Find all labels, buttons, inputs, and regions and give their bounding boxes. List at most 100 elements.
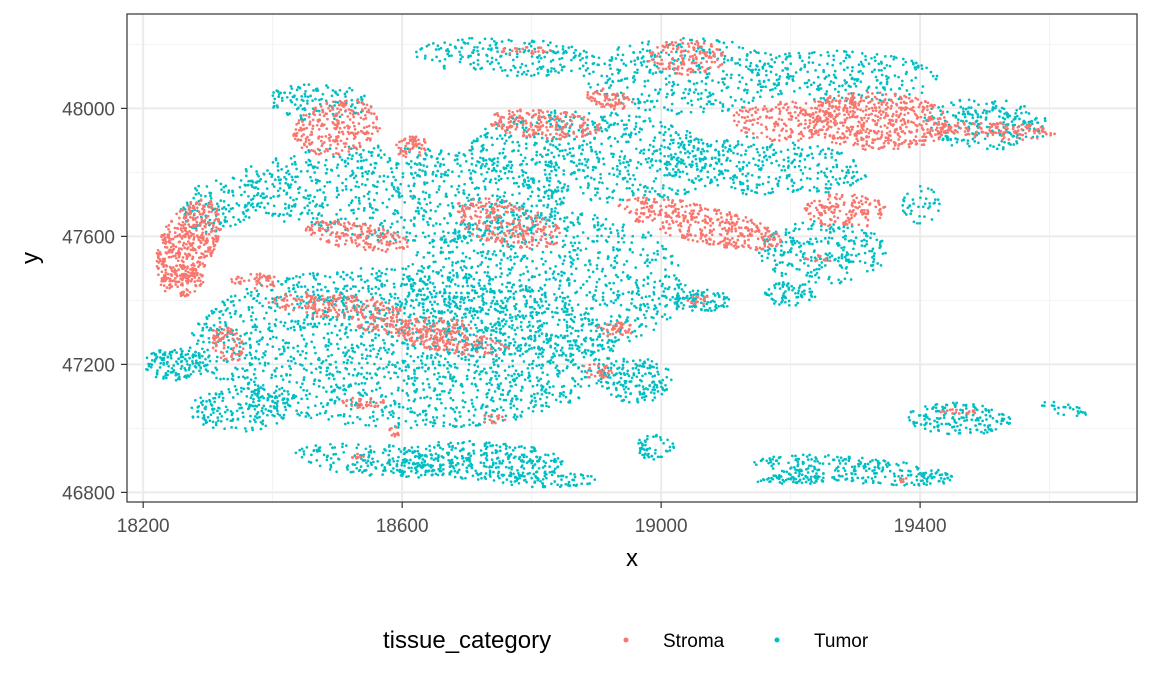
- point-tumor: [319, 371, 322, 374]
- point-tumor: [414, 420, 417, 423]
- point-tumor: [522, 316, 525, 319]
- point-tumor: [181, 350, 184, 353]
- point-tumor: [365, 348, 368, 351]
- point-tumor: [358, 202, 361, 205]
- point-tumor: [398, 367, 401, 370]
- point-tumor: [413, 313, 416, 316]
- point-tumor: [210, 192, 213, 195]
- point-tumor: [461, 316, 464, 319]
- point-tumor: [611, 191, 614, 194]
- point-tumor: [232, 216, 235, 219]
- point-tumor: [423, 198, 426, 201]
- point-tumor: [371, 457, 374, 460]
- point-tumor: [403, 306, 406, 309]
- point-tumor: [330, 354, 333, 357]
- point-tumor: [610, 145, 613, 148]
- point-tumor: [383, 347, 386, 350]
- point-tumor: [442, 158, 445, 161]
- point-tumor: [497, 222, 500, 225]
- point-tumor: [197, 352, 200, 355]
- point-tumor: [439, 223, 442, 226]
- point-tumor: [555, 297, 558, 300]
- point-tumor: [539, 298, 542, 301]
- point-tumor: [478, 284, 481, 287]
- point-tumor: [275, 336, 278, 339]
- point-tumor: [318, 450, 321, 453]
- point-tumor: [396, 220, 399, 223]
- point-tumor: [559, 280, 562, 283]
- point-tumor: [585, 247, 588, 250]
- point-tumor: [465, 273, 468, 276]
- point-tumor: [554, 335, 557, 338]
- point-tumor: [623, 263, 626, 266]
- point-tumor: [248, 201, 251, 204]
- point-tumor: [306, 288, 309, 291]
- point-tumor: [568, 347, 571, 350]
- point-tumor: [390, 295, 393, 298]
- point-tumor: [556, 203, 559, 206]
- point-tumor: [537, 346, 540, 349]
- point-tumor: [405, 420, 408, 423]
- point-tumor: [198, 364, 201, 367]
- point-tumor: [403, 219, 406, 222]
- point-tumor: [472, 421, 475, 424]
- point-tumor: [439, 165, 442, 168]
- point-tumor: [467, 358, 470, 361]
- point-tumor: [262, 196, 265, 199]
- point-tumor: [670, 124, 673, 127]
- point-tumor: [479, 356, 482, 359]
- point-tumor: [515, 182, 518, 185]
- point-tumor: [580, 318, 583, 321]
- point-tumor: [363, 209, 366, 212]
- point-tumor: [400, 304, 403, 307]
- point-tumor: [223, 191, 226, 194]
- point-tumor: [587, 318, 590, 321]
- point-tumor: [224, 216, 227, 219]
- point-tumor: [525, 302, 528, 305]
- point-tumor: [191, 360, 194, 363]
- point-tumor: [598, 278, 601, 281]
- point-tumor: [669, 316, 672, 319]
- point-tumor: [417, 304, 420, 307]
- point-tumor: [489, 305, 492, 308]
- point-tumor: [358, 199, 361, 202]
- point-tumor: [521, 387, 524, 390]
- point-tumor: [470, 355, 473, 358]
- point-tumor: [538, 274, 541, 277]
- point-tumor: [514, 352, 517, 355]
- point-tumor: [544, 292, 547, 295]
- point-tumor: [517, 185, 520, 188]
- point-tumor: [426, 296, 429, 299]
- point-tumor: [549, 267, 552, 270]
- point-tumor: [527, 180, 530, 183]
- point-tumor: [537, 195, 540, 198]
- point-tumor: [649, 120, 652, 123]
- point-tumor: [567, 142, 570, 145]
- point-tumor: [497, 365, 500, 368]
- point-tumor: [526, 217, 529, 220]
- point-tumor: [313, 196, 316, 199]
- point-tumor: [514, 341, 517, 344]
- point-tumor: [259, 362, 262, 365]
- point-tumor: [485, 302, 488, 305]
- point-tumor: [288, 313, 291, 316]
- point-tumor: [508, 325, 511, 328]
- point-tumor: [419, 413, 422, 416]
- point-tumor: [239, 315, 242, 318]
- point-tumor: [296, 295, 299, 298]
- point-tumor: [324, 164, 327, 167]
- point-tumor: [372, 401, 375, 404]
- point-tumor: [451, 170, 454, 173]
- point-tumor: [422, 419, 425, 422]
- point-tumor: [331, 415, 334, 418]
- point-tumor: [245, 342, 248, 345]
- point-tumor: [159, 351, 162, 354]
- point-tumor: [587, 349, 590, 352]
- point-tumor: [550, 334, 553, 337]
- point-tumor: [393, 297, 396, 300]
- point-tumor: [392, 460, 395, 463]
- point-tumor: [528, 344, 531, 347]
- point-tumor: [694, 188, 697, 191]
- point-tumor: [306, 446, 309, 449]
- point-tumor: [338, 398, 341, 401]
